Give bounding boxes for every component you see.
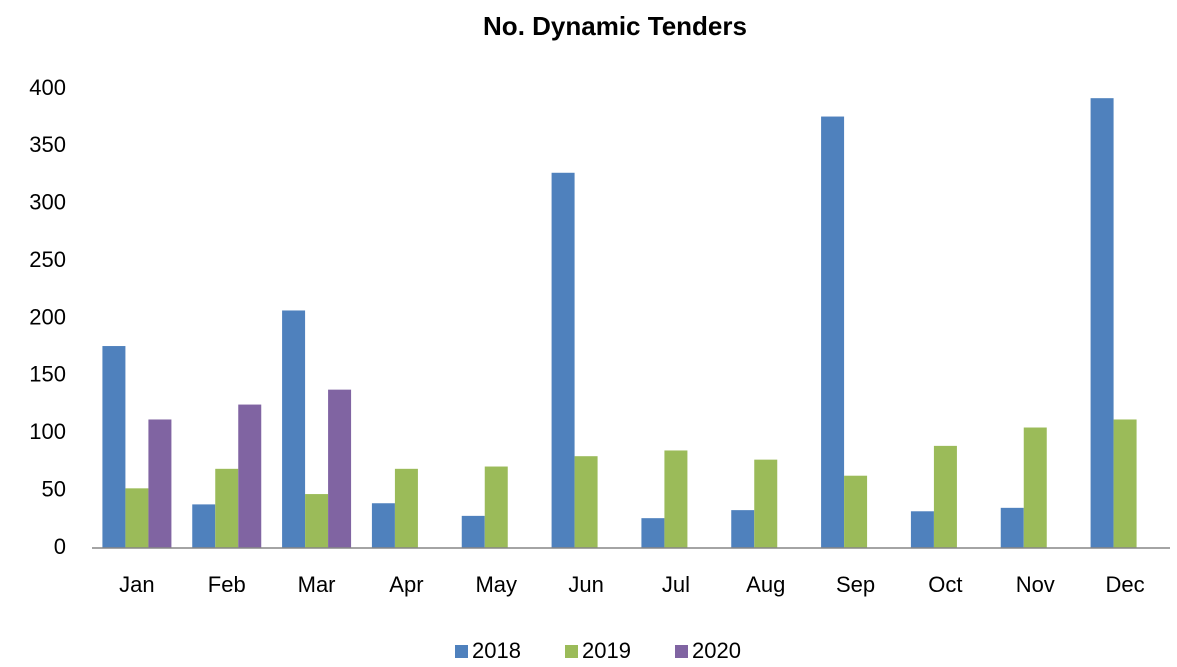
x-tick-label: Mar xyxy=(298,572,336,597)
y-tick-label: 0 xyxy=(54,534,66,559)
bar xyxy=(1090,98,1114,549)
x-tick-label: Nov xyxy=(1016,572,1055,597)
legend-label: 2020 xyxy=(692,638,741,663)
y-tick-label: 150 xyxy=(29,362,66,387)
x-tick-label: Sep xyxy=(836,572,875,597)
legend-label: 2019 xyxy=(582,638,631,663)
x-tick-label: Jun xyxy=(568,572,603,597)
bar xyxy=(102,346,126,548)
bar xyxy=(461,515,485,548)
bar xyxy=(484,466,508,548)
bar xyxy=(664,450,688,548)
y-tick-label: 400 xyxy=(29,75,66,100)
legend-label: 2018 xyxy=(472,638,521,663)
bar xyxy=(192,504,216,548)
x-tick-label: May xyxy=(475,572,517,597)
x-tick-label: Feb xyxy=(208,572,246,597)
x-tick-label: Dec xyxy=(1106,572,1145,597)
y-tick-label: 300 xyxy=(29,190,66,215)
y-tick-label: 200 xyxy=(29,304,66,329)
x-tick-label: Jul xyxy=(662,572,690,597)
x-tick-label: Aug xyxy=(746,572,785,597)
bar xyxy=(215,468,239,548)
bar xyxy=(933,445,957,548)
bar xyxy=(1023,427,1047,548)
bar xyxy=(125,488,149,548)
y-tick-label: 50 xyxy=(42,476,66,501)
bar xyxy=(731,510,755,548)
bar xyxy=(282,310,306,548)
x-tick-label: Jan xyxy=(119,572,154,597)
bar xyxy=(305,494,329,548)
x-tick-label: Apr xyxy=(389,572,423,597)
bar xyxy=(551,172,575,548)
y-tick-label: 350 xyxy=(29,132,66,157)
bar xyxy=(1113,419,1137,548)
bar xyxy=(328,389,352,548)
bar xyxy=(910,511,934,548)
bar xyxy=(371,503,395,548)
legend-swatch xyxy=(675,645,688,658)
chart-title: No. Dynamic Tenders xyxy=(483,11,747,41)
bar xyxy=(844,475,868,548)
x-tick-label: Oct xyxy=(928,572,962,597)
legend-swatch xyxy=(565,645,578,658)
y-tick-label: 100 xyxy=(29,419,66,444)
bar xyxy=(821,116,845,548)
y-tick-label: 250 xyxy=(29,247,66,272)
bar xyxy=(148,419,172,548)
bar xyxy=(394,468,418,548)
bar xyxy=(641,518,665,548)
legend-swatch xyxy=(455,645,468,658)
bar xyxy=(238,404,262,548)
bar xyxy=(574,456,598,548)
bar xyxy=(1000,507,1024,548)
bar xyxy=(754,459,778,548)
